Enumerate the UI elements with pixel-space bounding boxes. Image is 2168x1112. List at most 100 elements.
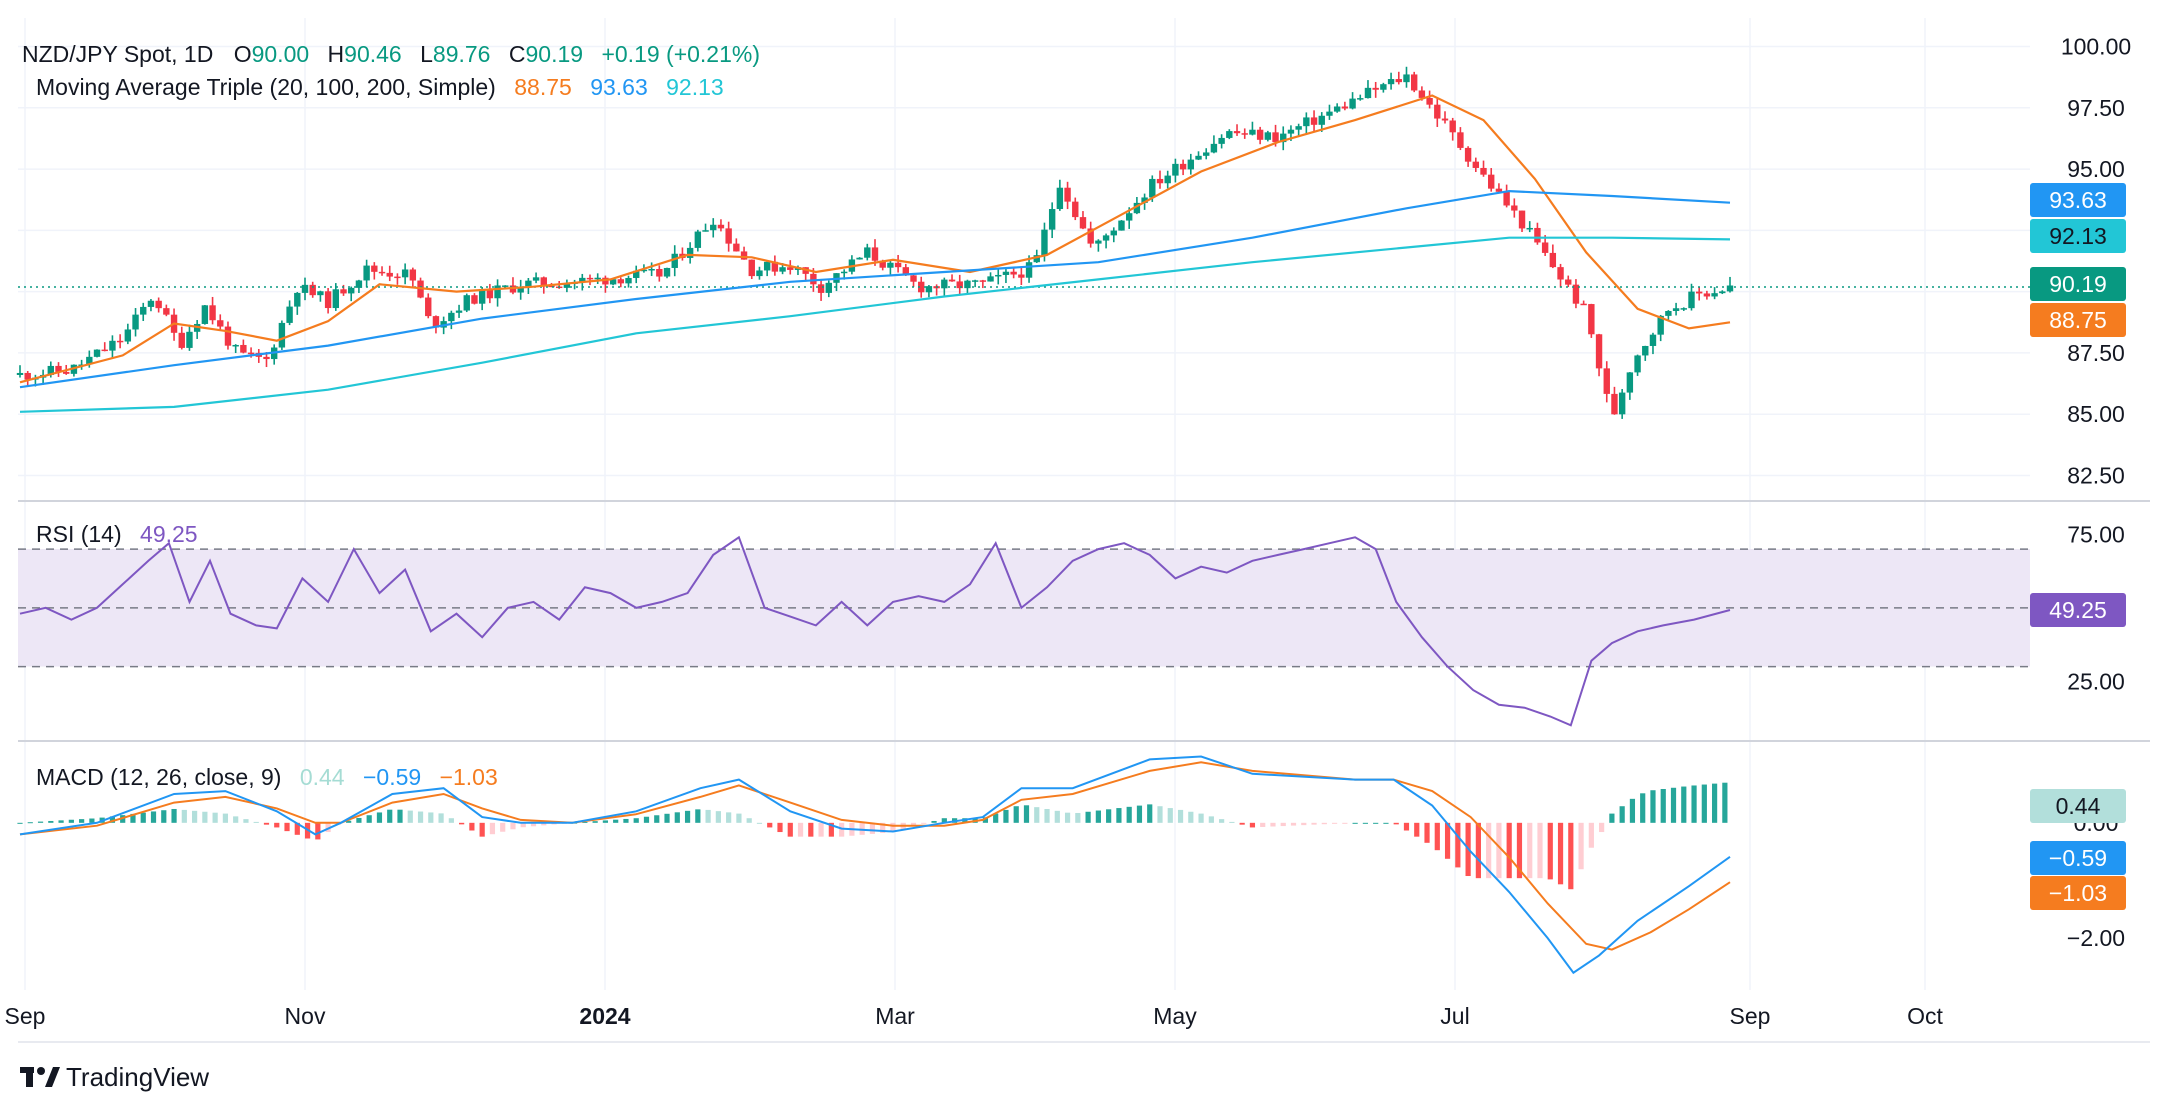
badge-ma100-bg [2030,183,2126,217]
candle-body [656,268,663,277]
symbol-name: NZD/JPY Spot, 1D [22,41,213,67]
macd-histogram-bar [469,822,475,831]
badge-macd: −0.59 [2030,841,2126,875]
candle-body [55,365,62,372]
candle-body [1472,161,1480,168]
badge-macd-text: −0.59 [2049,845,2107,871]
macd-histogram-bar [1516,822,1523,879]
candle-body [1095,240,1102,244]
badge-ma100: 93.63 [2030,183,2126,217]
macd-histogram-bar [89,818,95,823]
macd-histogram-bar [1640,793,1646,823]
macd-histogram-bar [1290,822,1297,826]
pane-separators [18,500,2150,1043]
candle-body [1588,304,1595,335]
badge-ma200: 92.13 [2030,219,2126,253]
macd-histogram-bar [150,811,157,823]
macd-histogram-bar [510,822,516,830]
candle-body [494,285,501,299]
candle-body [24,372,31,380]
candle-body [1341,106,1349,109]
macd-histogram-bar [1157,806,1163,823]
candle-body [1495,188,1503,192]
macd-histogram-bar [1126,806,1132,823]
candle-body [1526,227,1533,230]
candle-body [1249,129,1256,135]
macd-signal-line [19,761,1731,951]
candle-body [941,279,948,289]
candle-body [355,280,363,288]
macd-histogram-bar [869,822,876,834]
macd-histogram-bar [767,822,773,828]
candle-body [309,284,316,296]
candle-body [1357,98,1364,100]
macd-histogram-bar [643,816,650,823]
candle-body [101,349,108,352]
macd-histogram-bar [828,822,834,837]
macd-histogram-bar [684,810,691,823]
macd-histogram-bar [633,818,639,823]
badge-signal-text: −1.03 [2049,880,2107,906]
candle-body [871,247,879,261]
candle-body [987,276,994,282]
macd-histogram-bar [582,821,588,823]
low-label: L [420,41,433,67]
candle-body [401,269,409,278]
macd-histogram-bar [1034,807,1040,823]
macd-histogram-bar [130,813,136,823]
badge-ma20-bg [2030,303,2126,337]
candle-body [964,280,971,289]
badge-ma100-text: 93.63 [2049,187,2107,213]
candle-body [1511,205,1518,211]
macd-histogram-bar [1424,822,1430,843]
low-value: 89.76 [433,41,491,67]
candle-body [209,305,216,321]
macd-histogram-bar [520,822,526,828]
candle-body [540,277,547,286]
candle-body [771,261,779,272]
rsi-legend: RSI (14) 49.25 [36,521,198,547]
candle-body [579,277,586,283]
macd-histogram-bar [222,813,229,823]
candle-body [486,288,494,299]
candle-body [617,279,625,284]
candle-body [1541,242,1549,253]
candle-body [1349,98,1356,109]
rsi-band [18,548,2030,668]
tradingview-logo[interactable]: TradingView [20,1062,209,1092]
candle-body [140,306,147,315]
macd-histogram-bar [17,822,23,824]
macd-label: MACD (12, 26, close, 9) [36,764,281,790]
macd-histogram-bar [366,815,372,823]
macd-histogram-bar [736,813,742,823]
candle-body [1618,392,1626,415]
macd-histogram-bar [109,816,116,823]
candle-body [625,277,632,284]
candle-body [463,295,470,311]
macd-histogram-bar [921,822,927,824]
macd-histogram-bar [1188,811,1194,823]
rsi-pane [19,535,1731,727]
candle-body [1310,117,1318,125]
candle-body [263,356,270,360]
candle-body [1557,267,1564,280]
macd-histogram-bar [592,821,598,823]
candle-body [1695,291,1703,294]
macd-histogram-bar [808,822,814,837]
candle-body [186,331,193,348]
candle-body [163,308,170,315]
close-label: C [509,41,526,67]
macd-histogram-bar [346,820,352,823]
macd-histogram-bar [1177,809,1184,823]
candle-body [1048,209,1056,230]
candle-body [317,291,324,296]
badge-rsi-bg [2030,593,2126,628]
grid-lines [18,18,2030,990]
macd-histogram-bar [982,817,989,823]
macd-histogram-bar [1722,782,1728,823]
candle-body [971,280,979,282]
candle-body [1688,291,1695,309]
macd-histogram-bar [489,822,496,835]
macd-histogram-bar [1373,822,1379,824]
